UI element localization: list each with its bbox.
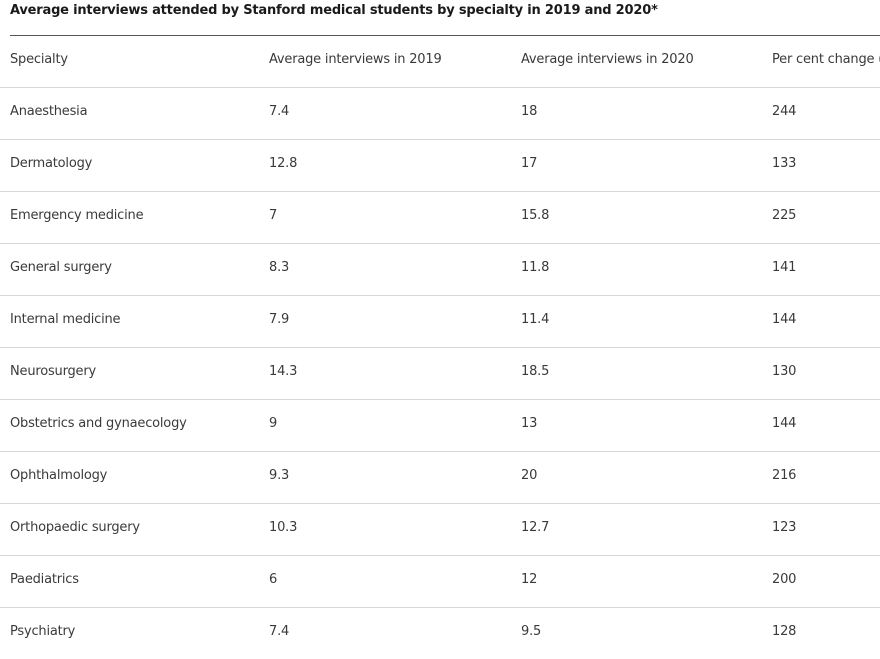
header-per-cent-change: Per cent change (%)	[772, 52, 880, 67]
cell-specialty: Obstetrics and gynaecology	[10, 416, 187, 431]
cell-interviews-2020: 17	[521, 156, 538, 171]
cell-specialty: Dermatology	[10, 156, 93, 171]
table-row: Emergency medicine 7 15.8 225	[0, 192, 880, 244]
cell-specialty: General surgery	[10, 260, 112, 275]
cell-interviews-2019: 6	[269, 572, 278, 587]
header-interviews-2020: Average interviews in 2020	[521, 52, 694, 67]
cell-per-cent-change: 225	[772, 208, 797, 223]
table-header-row: Specialty Average interviews in 2019 Ave…	[0, 36, 880, 88]
cell-per-cent-change: 130	[772, 364, 797, 379]
cell-specialty: Psychiatry	[10, 624, 76, 639]
cell-specialty: Paediatrics	[10, 572, 79, 587]
cell-interviews-2019: 7.4	[269, 624, 290, 639]
cell-interviews-2019: 14.3	[269, 364, 298, 379]
cell-interviews-2020: 12.7	[521, 520, 550, 535]
cell-interviews-2019: 7	[269, 208, 278, 223]
table-row: Internal medicine 7.9 11.4 144	[0, 296, 880, 348]
cell-interviews-2019: 12.8	[269, 156, 298, 171]
table-row: Orthopaedic surgery 10.3 12.7 123	[0, 504, 880, 556]
cell-interviews-2020: 18.5	[521, 364, 550, 379]
cell-per-cent-change: 144	[772, 416, 797, 431]
table-body: Anaesthesia 7.4 18 244 Dermatology 12.8 17 133 E…	[0, 88, 880, 659]
cell-per-cent-change: 216	[772, 468, 797, 483]
cell-interviews-2020: 15.8	[521, 208, 550, 223]
table-row: Ophthalmology 9.3 20 216	[0, 452, 880, 504]
cell-interviews-2020: 12	[521, 572, 538, 587]
cell-specialty: Anaesthesia	[10, 104, 88, 119]
cell-per-cent-change: 244	[772, 104, 797, 119]
cell-interviews-2020: 11.4	[521, 312, 550, 327]
cell-specialty: Emergency medicine	[10, 208, 144, 223]
table-row: Paediatrics 6 12 200	[0, 556, 880, 608]
cell-per-cent-change: 133	[772, 156, 797, 171]
cell-interviews-2019: 10.3	[269, 520, 298, 535]
interviews-table: Specialty Average interviews in 2019 Ave…	[0, 36, 880, 659]
cell-interviews-2020: 13	[521, 416, 538, 431]
cell-interviews-2019: 9	[269, 416, 278, 431]
cell-specialty: Neurosurgery	[10, 364, 96, 379]
cell-specialty: Internal medicine	[10, 312, 121, 327]
cell-per-cent-change: 200	[772, 572, 797, 587]
table-row: Neurosurgery 14.3 18.5 130	[0, 348, 880, 400]
table-caption: Average interviews attended by Stanford …	[10, 3, 658, 18]
cell-interviews-2020: 20	[521, 468, 538, 483]
table-row: Psychiatry 7.4 9.5 128	[0, 608, 880, 659]
cell-interviews-2019: 7.4	[269, 104, 290, 119]
cell-interviews-2019: 9.3	[269, 468, 290, 483]
cell-interviews-2019: 7.9	[269, 312, 290, 327]
cell-specialty: Ophthalmology	[10, 468, 108, 483]
table-row: Obstetrics and gynaecology 9 13 144	[0, 400, 880, 452]
cell-per-cent-change: 123	[772, 520, 797, 535]
cell-interviews-2020: 9.5	[521, 624, 542, 639]
cell-per-cent-change: 128	[772, 624, 797, 639]
table-row: Anaesthesia 7.4 18 244	[0, 88, 880, 140]
cell-interviews-2020: 11.8	[521, 260, 550, 275]
table-row: Dermatology 12.8 17 133	[0, 140, 880, 192]
cell-per-cent-change: 144	[772, 312, 797, 327]
table-row: General surgery 8.3 11.8 141	[0, 244, 880, 296]
header-interviews-2019: Average interviews in 2019	[269, 52, 442, 67]
cell-per-cent-change: 141	[772, 260, 797, 275]
caption-divider	[10, 35, 880, 36]
cell-interviews-2019: 8.3	[269, 260, 290, 275]
cell-interviews-2020: 18	[521, 104, 538, 119]
cell-specialty: Orthopaedic surgery	[10, 520, 140, 535]
header-specialty: Specialty	[10, 52, 68, 67]
